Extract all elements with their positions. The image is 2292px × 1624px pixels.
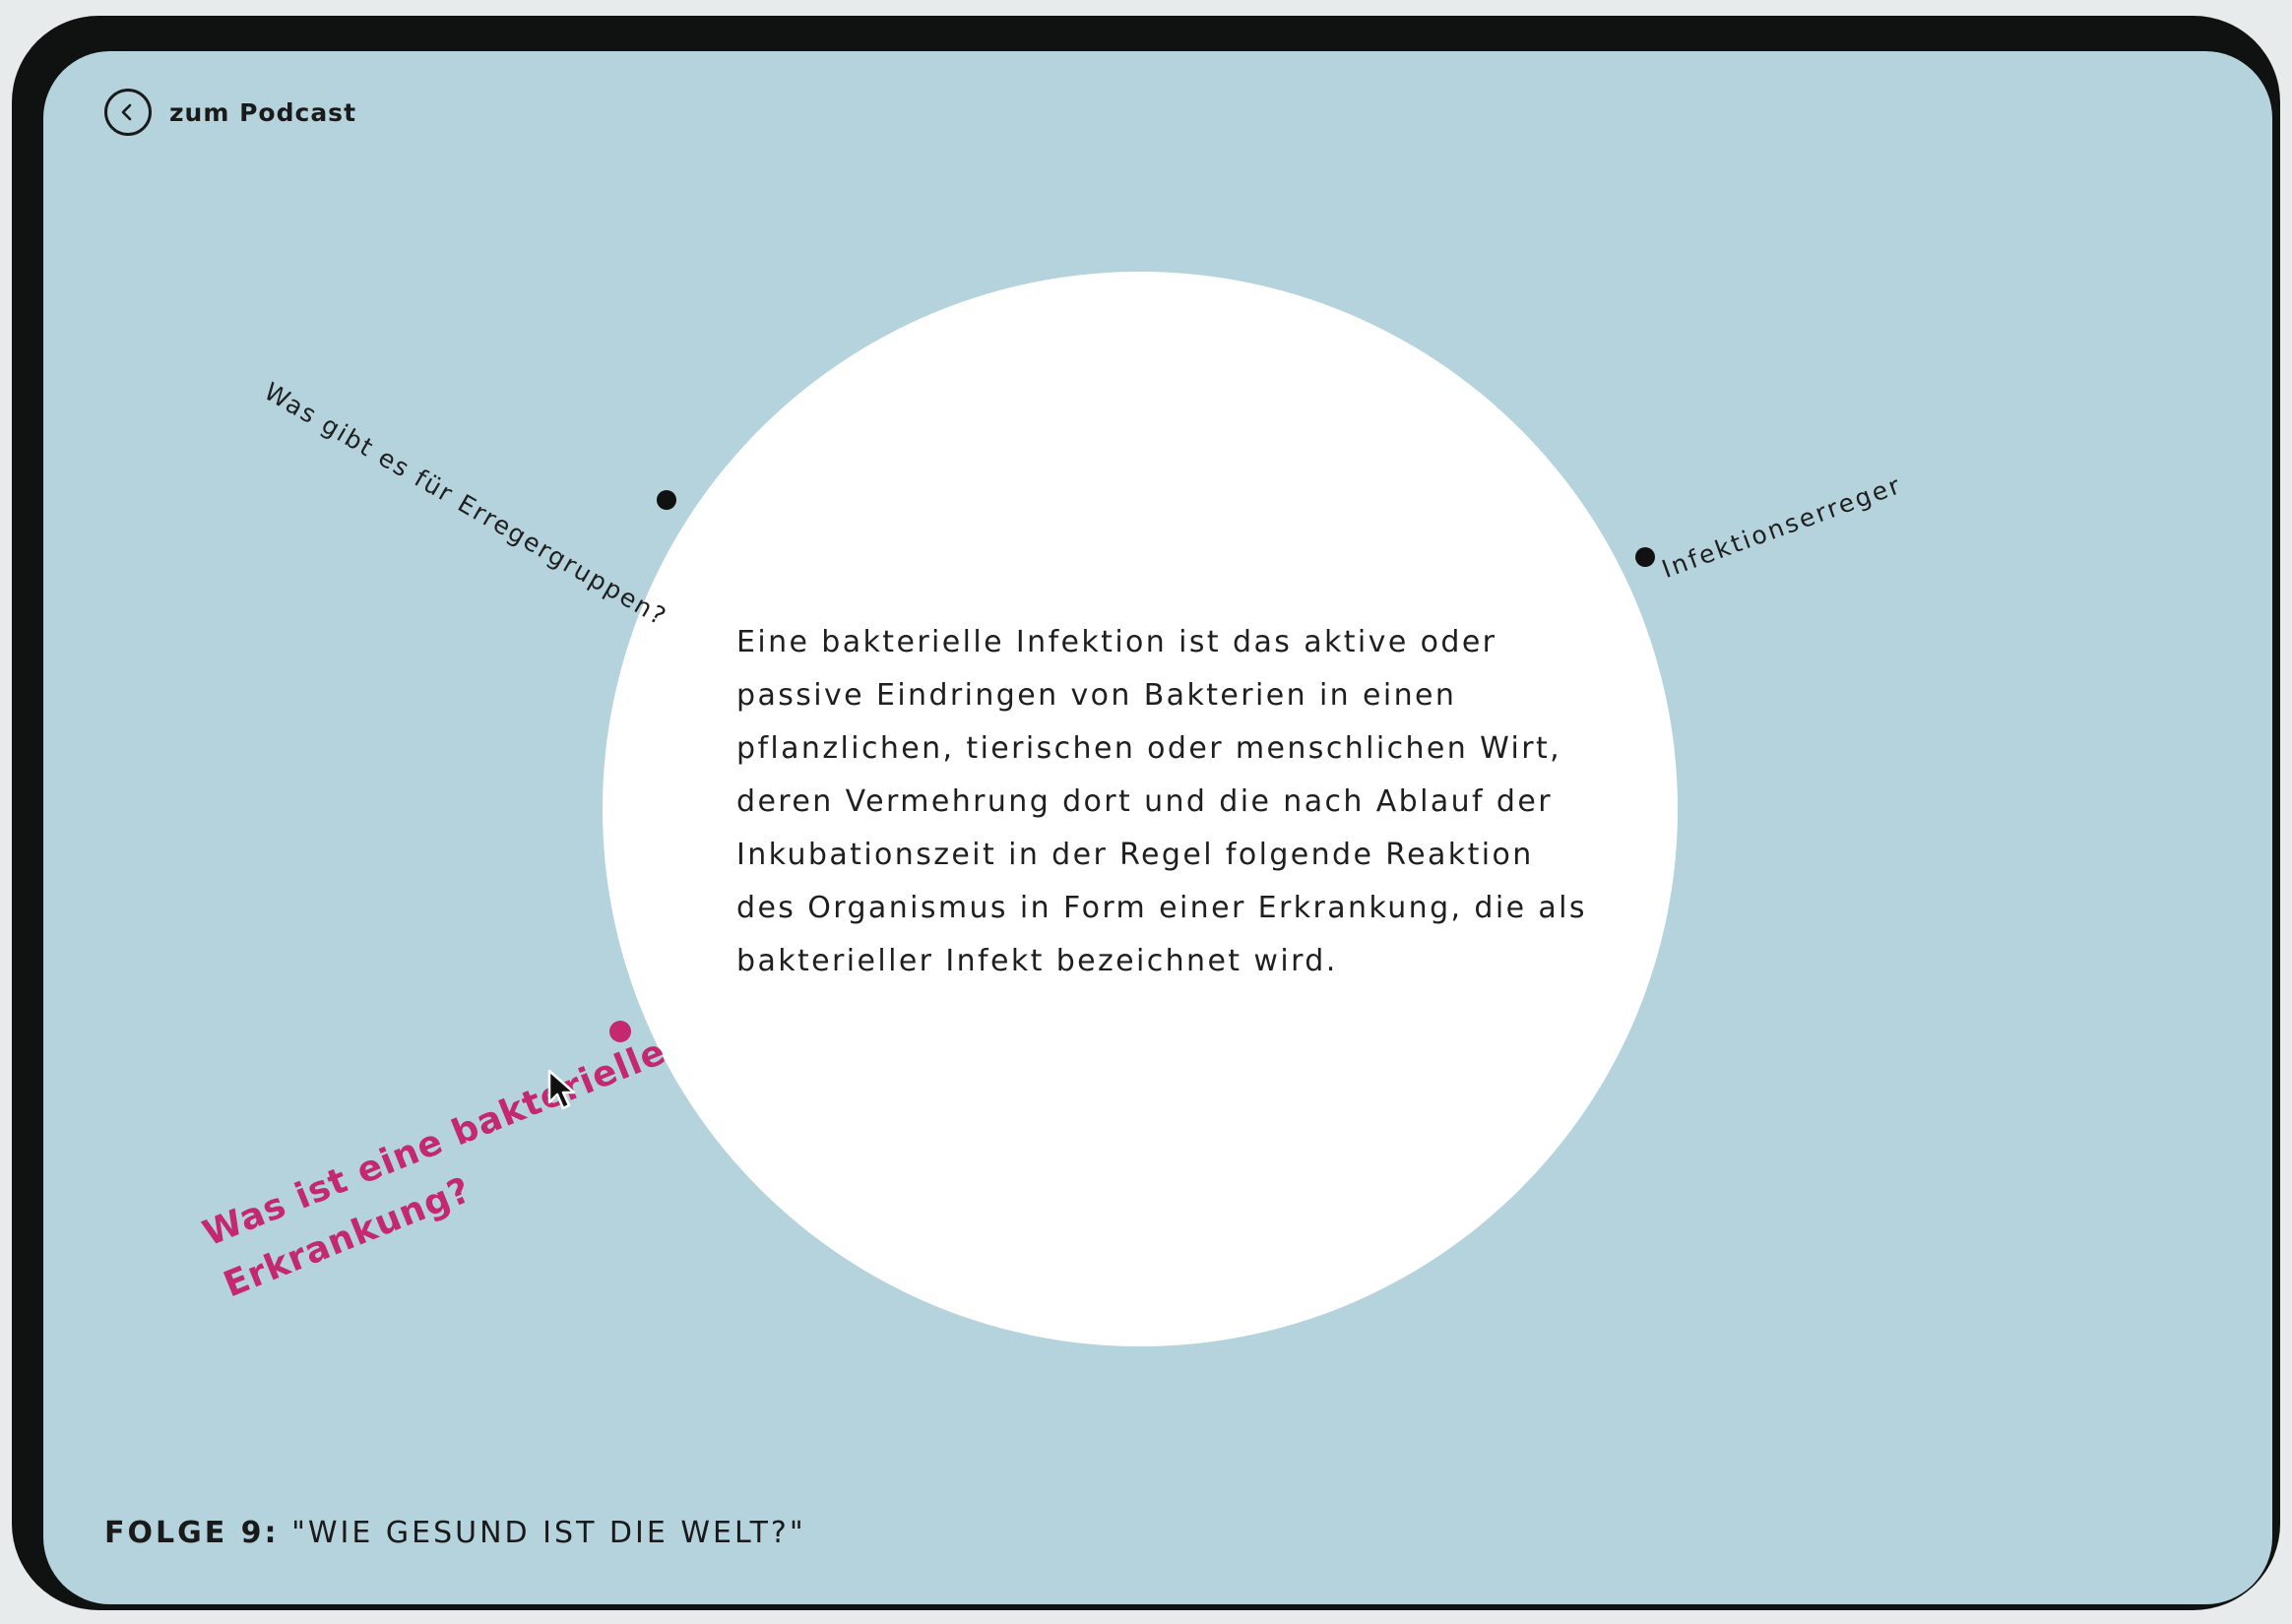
- topic-dot-erregergruppen[interactable]: [657, 490, 676, 510]
- topic-dot-bakterielle-erkrankung[interactable]: [609, 1021, 631, 1042]
- definition-text: Eine bakterielle Infektion ist das aktiv…: [736, 625, 1587, 978]
- episode-title: FOLGE 9: "WIE GESUND IST DIE WELT?": [104, 1516, 806, 1550]
- back-link-label: zum Podcast: [169, 97, 357, 127]
- chevron-left-icon[interactable]: [104, 89, 152, 136]
- episode-name: "WIE GESUND IST DIE WELT?": [291, 1516, 806, 1550]
- back-to-podcast-link[interactable]: zum Podcast: [104, 89, 356, 136]
- episode-number: FOLGE 9:: [104, 1516, 280, 1550]
- mouse-pointer-icon: [547, 1069, 576, 1110]
- content-circle: [603, 272, 1678, 1346]
- topic-dot-infektionserreger[interactable]: [1635, 547, 1655, 567]
